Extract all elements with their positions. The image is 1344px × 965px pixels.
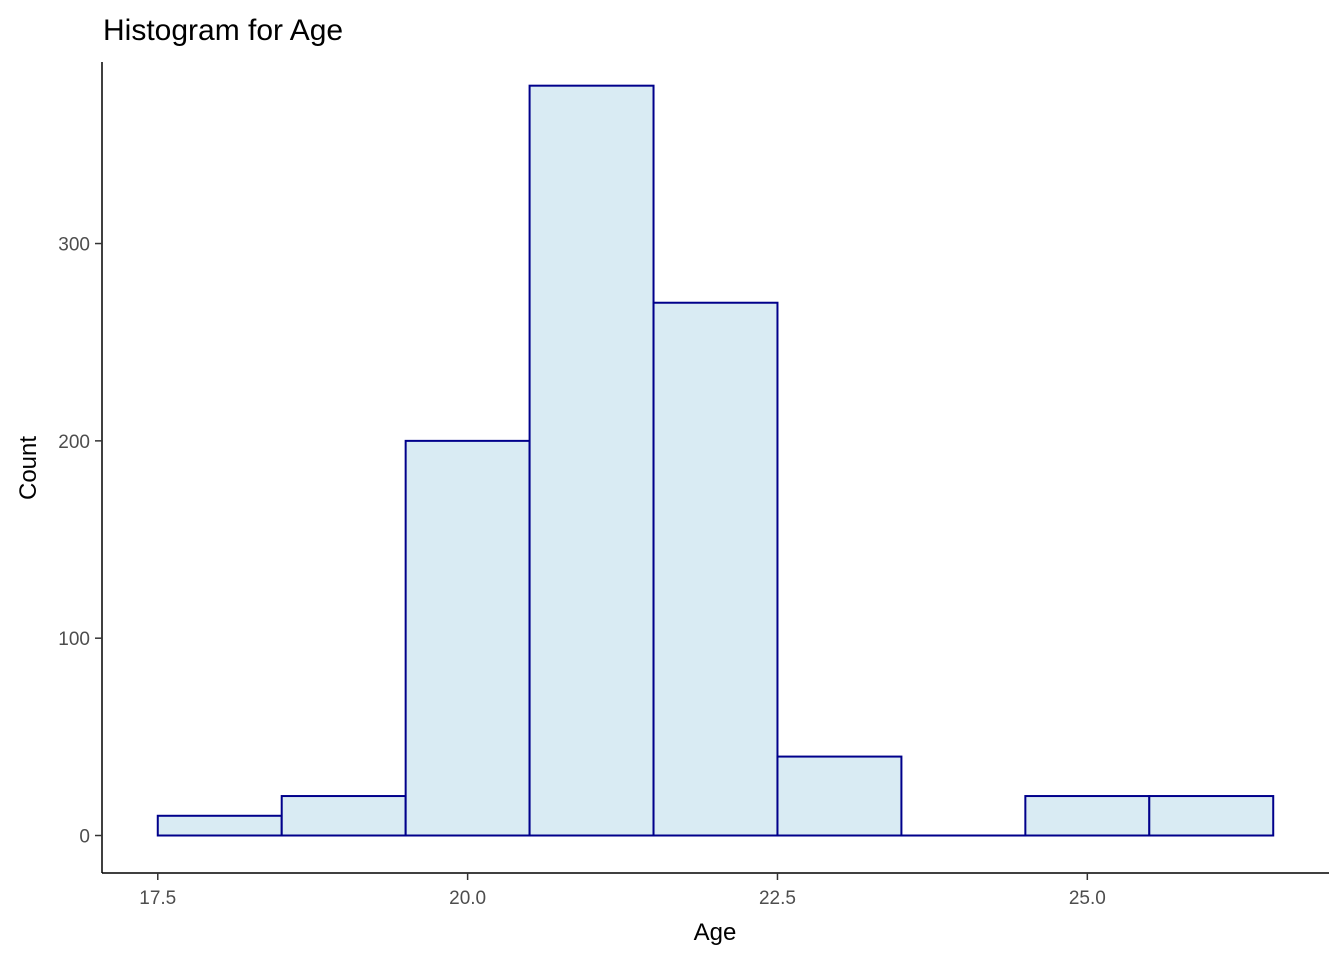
chart-title: Histogram for Age <box>103 14 343 47</box>
histogram-bar-5 <box>777 757 901 836</box>
y-ticks-group: 0 100 200 300 <box>58 235 102 848</box>
x-ticks-group: 17.5 20.0 22.5 25.0 <box>139 873 1106 909</box>
histogram-bar-7 <box>1025 796 1149 835</box>
histogram-bar-3 <box>530 86 654 836</box>
histogram-bar-4 <box>654 303 778 836</box>
histogram-bar-0 <box>158 816 282 836</box>
histogram-bar-1 <box>282 796 406 835</box>
y-tick-label-2: 200 <box>58 432 90 453</box>
y-axis-title: Count <box>15 436 42 500</box>
y-tick-label-3: 300 <box>58 235 90 256</box>
histogram-bar-8 <box>1149 796 1273 835</box>
y-tick-label-0: 0 <box>79 827 90 848</box>
x-tick-label-1: 20.0 <box>449 888 486 909</box>
x-tick-label-0: 17.5 <box>139 888 176 909</box>
x-tick-label-3: 25.0 <box>1069 888 1106 909</box>
histogram-bar-2 <box>406 441 530 836</box>
bars-group <box>158 86 1273 836</box>
x-tick-label-2: 22.5 <box>759 888 796 909</box>
y-tick-label-1: 100 <box>58 629 90 650</box>
x-axis-title: Age <box>694 919 737 946</box>
